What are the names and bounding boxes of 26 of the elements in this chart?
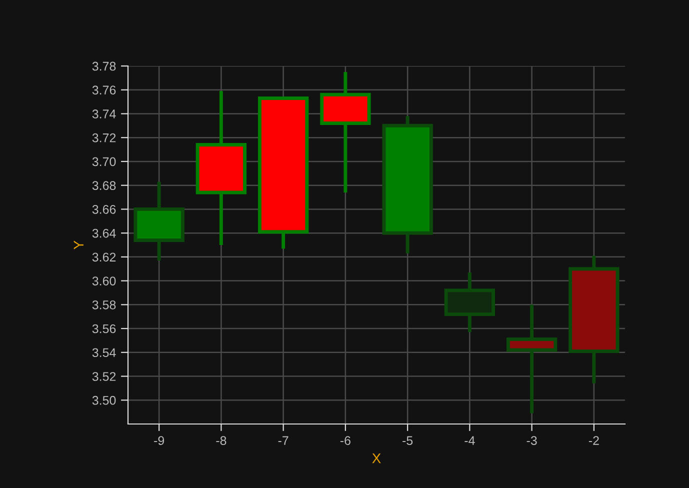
y-tick-label: 3.56 [92, 324, 116, 334]
y-tick-label: 3.76 [92, 86, 116, 95]
y-tick-label: 3.62 [92, 252, 116, 262]
y-tick-label: 3.78 [92, 62, 116, 71]
y-tick-label: 3.58 [92, 300, 116, 310]
x-tick-label: -7 [278, 436, 288, 445]
x-tick-label: -8 [216, 436, 226, 445]
x-axis-title: X [372, 454, 381, 464]
y-tick-label: 3.54 [92, 348, 116, 358]
x-tick-label: -5 [402, 436, 413, 445]
y-tick-label: 3.66 [92, 205, 116, 214]
y-axis-title: Y [74, 240, 84, 250]
y-tick-label: 3.64 [92, 228, 116, 238]
x-tick-label: -2 [588, 436, 599, 445]
y-tick-label: 3.74 [92, 110, 116, 118]
x-tick-label: -6 [340, 436, 350, 445]
y-tick-label: 3.70 [92, 157, 116, 166]
y-tick-label: 3.72 [92, 133, 116, 142]
x-tick-label: -3 [526, 436, 537, 445]
x-tick-label: -4 [464, 436, 475, 445]
candlestick [506, 304, 558, 414]
x-tick-label: -9 [154, 436, 164, 445]
y-tick-label: 3.52 [92, 372, 116, 381]
y-tick-label: 3.60 [92, 276, 116, 286]
y-tick-label: 3.50 [92, 396, 116, 405]
y-tick-label: 3.68 [92, 181, 116, 190]
